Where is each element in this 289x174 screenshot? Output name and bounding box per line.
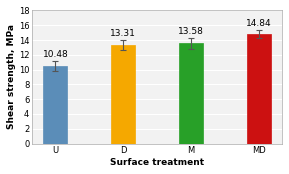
Text: 13.31: 13.31 <box>110 29 136 38</box>
Bar <box>179 43 203 144</box>
Y-axis label: Shear strength, MPa: Shear strength, MPa <box>7 25 16 129</box>
Text: 14.84: 14.84 <box>246 19 272 28</box>
Bar <box>43 66 67 144</box>
Bar <box>247 34 271 144</box>
Text: 13.58: 13.58 <box>178 27 204 36</box>
X-axis label: Surface treatment: Surface treatment <box>110 158 204 167</box>
Text: 10.48: 10.48 <box>42 50 68 59</box>
Bar <box>111 45 135 144</box>
